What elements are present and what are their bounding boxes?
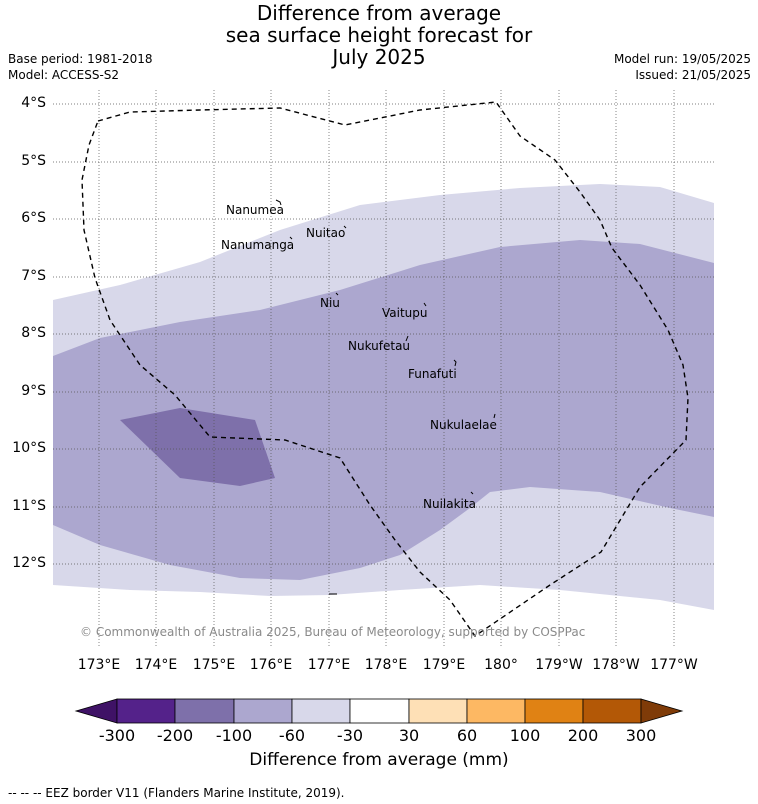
colorbar-tick-label: -200 [156,726,194,745]
colorbar-tick-label: 300 [625,726,657,745]
colorbar-cell-9 [582,698,642,724]
colorbar-tick-label: -30 [336,726,364,745]
model-text: Model: ACCESS-S2 [8,68,120,82]
island-label-nuilakita: Nuilakita [423,497,476,511]
island-label-nanumea: Nanumea [226,203,284,217]
colorbar [74,698,684,724]
lat-label: 8°S [21,325,46,341]
lon-label: 180° [484,657,518,673]
colorbar-cell-4 [291,698,351,724]
colorbar-cell-8 [524,698,584,724]
map-title-line-2: sea surface height forecast for [225,23,533,47]
lon-label: 173°E [77,657,121,673]
anomaly-band-minus-60 [53,240,714,580]
map-title-line-1: Difference from average [256,1,502,25]
lon-label: 176°E [249,657,293,673]
colorbar-title: Difference from average (mm) [249,750,509,770]
anomaly-patch-minus-100 [120,408,275,486]
lon-label: 174°E [134,657,178,673]
colorbar-tick-label: 200 [567,726,599,745]
island-label-niu: Niu [320,296,340,310]
colorbar-extend-low [74,698,118,724]
colorbar-cell-7 [466,698,526,724]
lat-label: 10°S [12,440,46,456]
base-period-text: Base period: 1981-2018 [8,52,153,66]
colorbar-tick-label: 30 [398,726,420,745]
lon-label: 179°E [422,657,466,673]
lon-label: 178°E [364,657,408,673]
island-label-vaitupu: Vaitupu [382,306,428,320]
lat-label: 9°S [21,383,46,399]
island-label-nuitao: Nuitao [306,226,346,240]
colorbar-cell-1 [116,698,176,724]
map-plot-area [53,184,714,610]
colorbar-cell-6 [408,698,468,724]
lat-label: 7°S [21,268,46,284]
model-run-text: Model run: 19/05/2025 [613,52,751,66]
map-title-line-3: July 2025 [332,45,426,69]
colorbar-cell-2 [174,698,235,724]
colorbar-tick-label: 100 [509,726,541,745]
lat-label: 12°S [12,555,46,571]
lon-label: 179°W [535,657,583,673]
island-label-nanumanga: Nanumanga [221,238,295,252]
map-gridlines [53,90,714,646]
lon-label: 175°E [192,657,236,673]
island-label-nukulaelae: Nukulaelae [430,418,497,432]
colorbar-extend-high [640,698,684,724]
island-label-funafuti: Funafuti [408,367,457,381]
lon-label: 178°W [592,657,640,673]
lat-label: 4°S [21,95,46,111]
lat-label: 6°S [21,210,46,226]
lon-label: 177°E [307,657,351,673]
island-label-nukufetau: Nukufetau [348,339,411,353]
eez-border-legend: -- -- -- EEZ border V11 (Flanders Marine… [8,786,345,800]
copyright-text: © Commonwealth of Australia 2025, Bureau… [80,625,586,639]
lat-label: 5°S [21,153,46,169]
colorbar-tick-label: -60 [278,726,306,745]
eez-border-line [81,101,689,637]
colorbar-tick-label: -300 [98,726,136,745]
colorbar-cell-5 [349,698,410,724]
colorbar-tick-label: -100 [215,726,253,745]
lon-label: 177°W [650,657,698,673]
colorbar-cell-3 [233,698,293,724]
colorbar-tick-label: 60 [456,726,478,745]
island-markers [275,199,496,595]
issued-text: Issued: 21/05/2025 [635,68,751,82]
lat-label: 11°S [12,498,46,514]
